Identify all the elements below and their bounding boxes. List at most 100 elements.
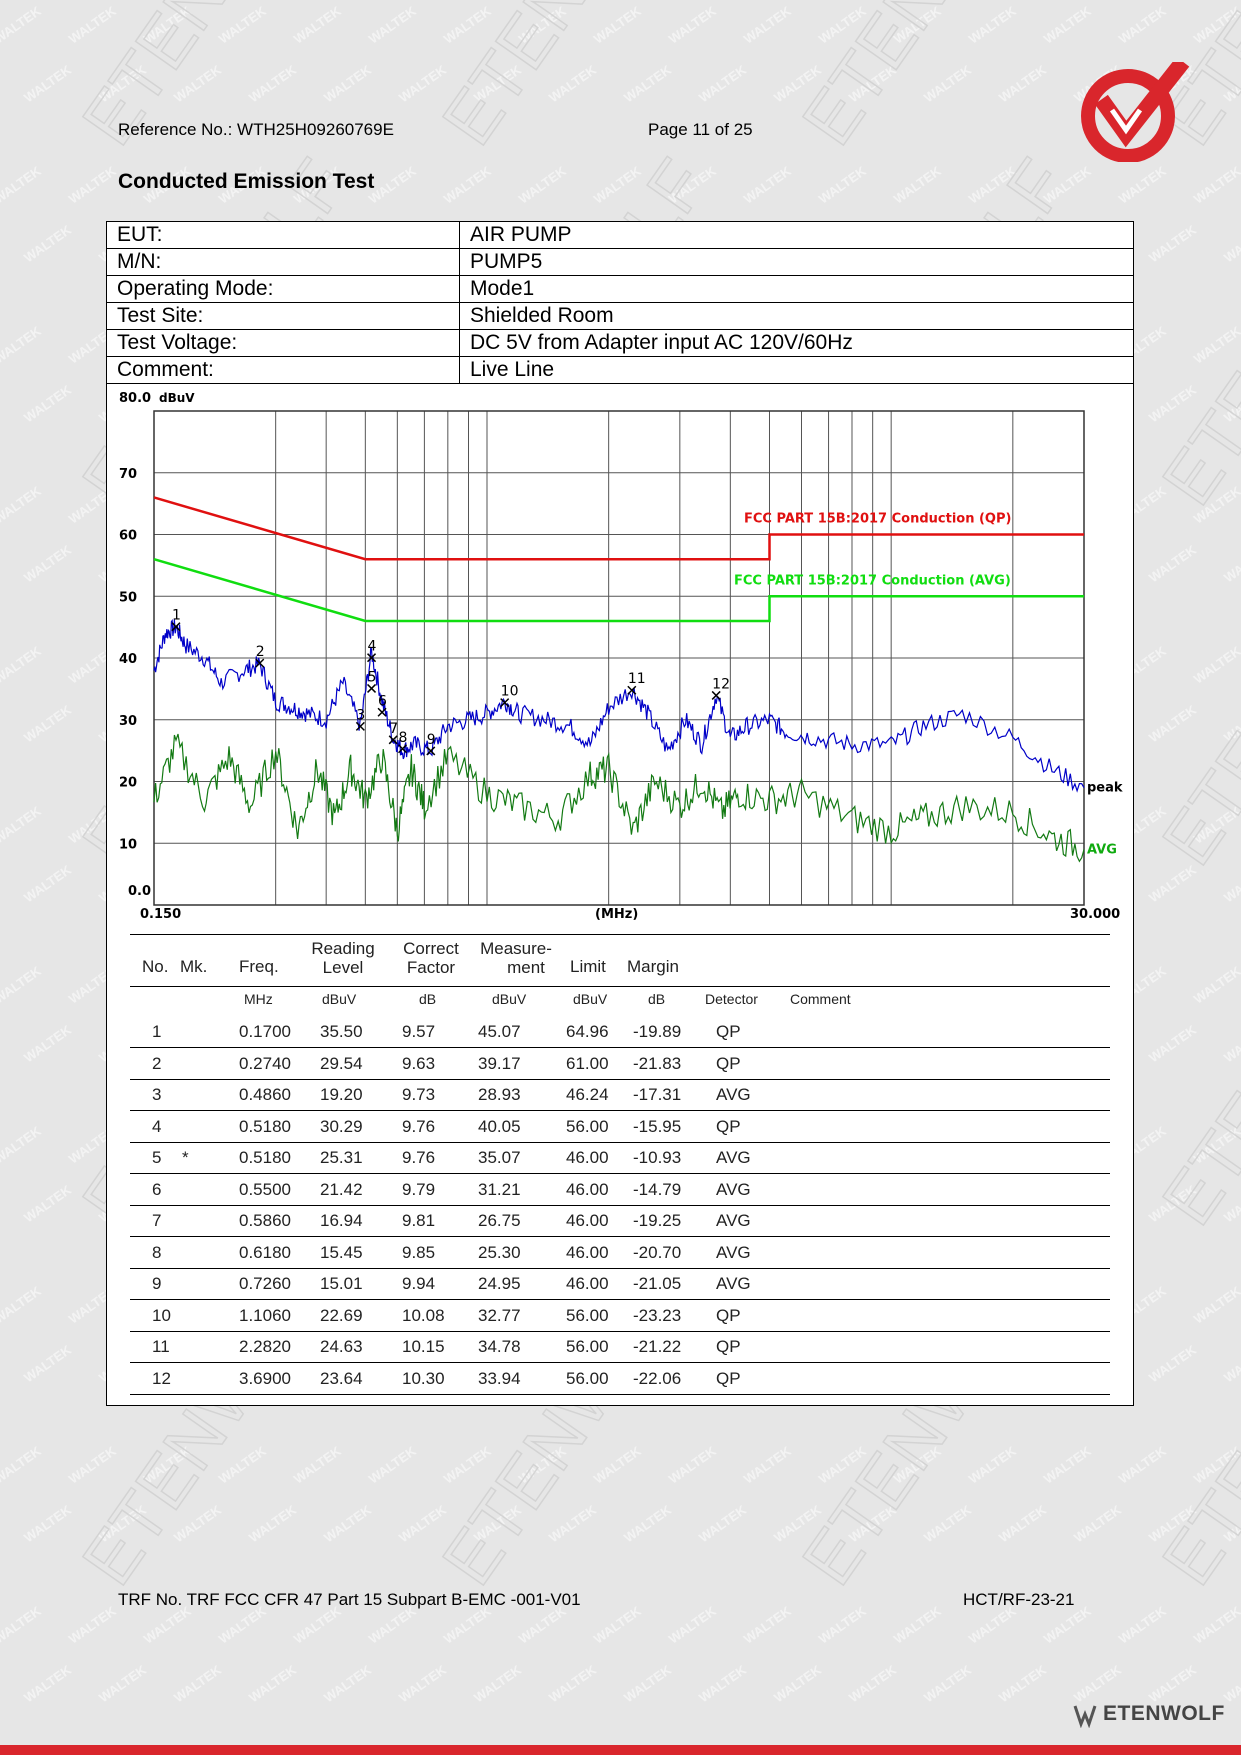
marker-label: 2 [256, 644, 265, 660]
watermark-text: WALTEK [1221, 1182, 1241, 1226]
cell-margin: -20.70 [633, 1242, 682, 1262]
cell-margin: -19.89 [633, 1022, 682, 1041]
watermark-text: WALTEK [1191, 1123, 1241, 1167]
footer-red-bar [0, 1745, 1241, 1755]
marker-label: 5 [368, 669, 377, 685]
cell-no: 9 [152, 1274, 162, 1293]
cell-no: 2 [152, 1053, 162, 1073]
watermark-text: WALTEK [0, 1123, 44, 1167]
cell-reading: 15.01 [320, 1274, 363, 1293]
col-limit: Limit [570, 957, 606, 976]
table-row: 7 0.5860 16.94 9.81 26.75 46.00 -19.25 AVG [130, 1205, 1110, 1237]
cell-detector: QP [716, 1305, 741, 1325]
marker-label: 12 [712, 676, 730, 692]
y-axis-unit: dBuV [159, 391, 195, 405]
cell-margin: -15.95 [633, 1116, 682, 1136]
info-value: Shielded Room [459, 302, 1134, 330]
watermark-text: WALTEK [846, 1502, 899, 1546]
cell-measure: 33.94 [478, 1368, 521, 1388]
watermark-brand-text: ETENWOLF [1148, 1226, 1241, 1600]
watermark-text: WALTEK [516, 163, 569, 207]
unit-margin: dB [648, 991, 666, 1007]
watermark-text: WALTEK [321, 62, 374, 106]
cell-limit: 46.24 [566, 1085, 609, 1104]
watermark-text: WALTEK [96, 1502, 149, 1546]
x-axis-unit: (MHz) [595, 907, 638, 922]
info-value: DC 5V from Adapter input AC 120V/60Hz [459, 329, 1134, 357]
watermark-text: WALTEK [846, 1662, 899, 1706]
cell-no: 5 [152, 1148, 162, 1167]
cell-freq: 0.1700 [239, 1022, 291, 1041]
watermark-text: WALTEK [891, 1443, 944, 1487]
unit-detector: Detector [705, 991, 758, 1007]
watermark-text: WALTEK [1041, 1443, 1094, 1487]
watermark-text: WALTEK [1191, 1443, 1241, 1487]
watermark-text: WALTEK [591, 3, 644, 47]
etenwolf-brand: ETENWOLF [1103, 1702, 1225, 1725]
cell-detector: AVG [716, 1242, 751, 1262]
watermark-text: WALTEK [741, 1603, 794, 1647]
watermark-text: WALTEK [666, 3, 719, 47]
y-tick-label: 60 [119, 529, 137, 544]
watermark-text: WALTEK [291, 3, 344, 47]
cell-measure: 35.07 [478, 1148, 521, 1167]
qp-limit-line [153, 496, 1084, 561]
watermark-text: WALTEK [1191, 1283, 1241, 1327]
cell-measure: 45.07 [478, 1022, 521, 1041]
y-tick-label: 50 [119, 590, 137, 605]
cell-measure: 25.30 [478, 1242, 521, 1262]
marker-x [397, 744, 408, 754]
cell-no: 7 [152, 1211, 162, 1230]
cell-limit: 56.00 [566, 1368, 609, 1388]
cell-margin: -21.05 [633, 1274, 682, 1293]
watermark-text: WALTEK [696, 62, 749, 106]
watermark-text: WALTEK [21, 222, 74, 266]
table-row: 5 * 0.5180 25.31 9.76 35.07 46.00 -10.93 AVG [130, 1142, 1110, 1174]
unit-measure: dBuV [492, 991, 527, 1007]
conducted-emission-chart: 80.0 70 60 50 40 30 20 10 0.0 dBuV 0.150 30.000 (MHz… [107, 387, 1123, 923]
watermark-text: WALTEK [1146, 1182, 1199, 1226]
cell-measure: 34.78 [478, 1337, 521, 1356]
cell-detector: AVG [716, 1211, 751, 1230]
watermark-text: WALTEK [921, 1502, 974, 1546]
table-row: 9 0.7260 15.01 9.94 24.95 46.00 -21.05 AVG [130, 1268, 1110, 1300]
cell-limit: 46.00 [566, 1148, 609, 1167]
info-row: Comment: Live Line [106, 356, 1134, 384]
col-measure-line2: ment [507, 958, 545, 977]
watermark-text: WALTEK [66, 1443, 119, 1487]
watermark-text: WALTEK [0, 963, 44, 1007]
watermark-text: WALTEK [1221, 1662, 1241, 1706]
watermark-text: WALTEK [996, 1662, 1049, 1706]
watermark-text: WALTEK [1116, 163, 1169, 207]
watermark-text: WALTEK [966, 1443, 1019, 1487]
watermark-text: WALTEK [966, 163, 1019, 207]
cell-mk: * [182, 1148, 189, 1167]
watermark-text: WALTEK [171, 1662, 224, 1706]
marker-x [500, 698, 510, 708]
peak-series-label: peak [1087, 781, 1123, 796]
info-key: Operating Mode: [106, 275, 460, 303]
watermark-text: WALTEK [66, 3, 119, 47]
info-key: Test Site: [106, 302, 460, 330]
watermark-text: WALTEK [66, 163, 119, 207]
cell-detector: QP [716, 1337, 741, 1356]
info-value: Live Line [459, 356, 1134, 384]
cell-correct: 9.63 [402, 1053, 436, 1073]
watermark-text: WALTEK [216, 1443, 269, 1487]
watermark-text: WALTEK [441, 3, 494, 47]
col-correct-line1: Correct [403, 939, 459, 958]
cell-margin: -21.83 [633, 1053, 682, 1073]
cell-measure: 26.75 [478, 1211, 521, 1230]
watermark-text: WALTEK [141, 3, 194, 47]
cell-reading: 25.31 [320, 1148, 363, 1167]
cell-margin: -22.06 [633, 1368, 682, 1388]
marker-label: 9 [427, 732, 436, 748]
watermark-text: WALTEK [1116, 1603, 1169, 1647]
cell-no: 1 [152, 1022, 162, 1041]
info-value: AIR PUMP [459, 221, 1134, 249]
cell-freq: 0.5180 [239, 1116, 291, 1136]
cell-correct: 9.81 [402, 1211, 436, 1230]
watermark-text: WALTEK [816, 1443, 869, 1487]
cell-freq: 3.6900 [239, 1368, 291, 1388]
y-tick-label: 80.0 [119, 391, 151, 406]
